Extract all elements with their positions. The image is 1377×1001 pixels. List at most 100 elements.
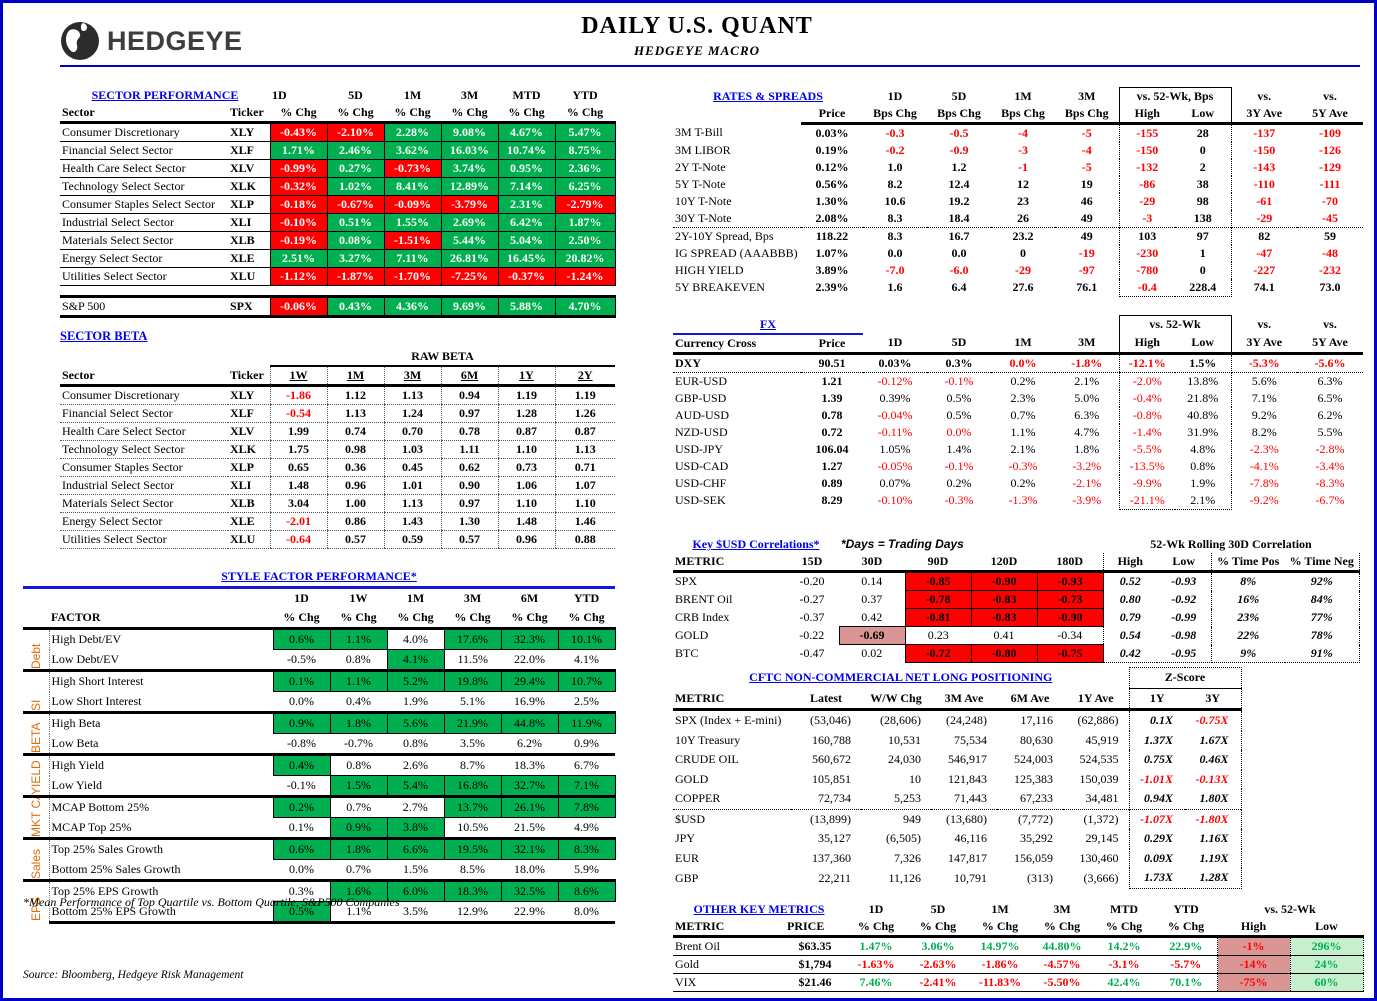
table-cell: 4.9%	[574, 820, 599, 835]
column-header: vs.	[1257, 88, 1272, 103]
table-cell: XLI	[228, 476, 270, 495]
table-cell: 5Y T-Note	[675, 177, 726, 192]
table-cell: -75%	[1216, 973, 1291, 992]
table-cell: 1.24	[383, 404, 441, 423]
table-cell: 1.13	[554, 440, 615, 459]
table-row: AUD-USD 0.78 -0.04% 0.5% 0.7% 6.3% -0.8% 40.8% 9…	[673, 406, 1363, 424]
table-cell: 0.0	[951, 246, 967, 261]
table-cell: COPPER	[675, 791, 721, 806]
table-cell: 0.3%	[927, 353, 991, 373]
table-cell: -4	[1081, 143, 1092, 158]
table-cell: -1.12%	[269, 267, 328, 286]
table-cell: -0.93	[1157, 571, 1212, 591]
table-cell: -0.3%	[1008, 458, 1038, 473]
table-cell: 0.90	[440, 476, 498, 495]
table-cell: -1	[1018, 160, 1028, 175]
table-cell: 23	[1017, 194, 1029, 209]
column-header: 3M	[1053, 902, 1071, 917]
table-cell: CRUDE OIL	[675, 752, 739, 767]
table-row: Energy Select Sector XLE -2.01 0.86 1.43 1.30…	[60, 512, 615, 531]
header-divider	[60, 65, 1360, 67]
table-title-link[interactable]: OTHER KEY METRICS	[693, 902, 825, 917]
table-cell: 26	[1017, 211, 1029, 226]
column-header: 3M	[383, 366, 441, 387]
table-cell: 0.88	[554, 530, 615, 549]
table-cell: 1.9%	[403, 694, 428, 709]
table-cell: 8.7%	[444, 753, 501, 776]
table-row: 2Y-10Y Spread, Bps 118.22 8.3 16.7 23.2 49 103…	[673, 227, 1363, 245]
table-cell: 4.7%	[1074, 424, 1100, 439]
table-cell: 147,817	[948, 850, 987, 865]
table-cell: 1.06	[497, 476, 555, 495]
table-cell: NZD-USD	[675, 424, 728, 439]
table-cell: -1.01X	[1128, 769, 1185, 789]
table-cell: 18.3%	[501, 753, 558, 776]
table-cell: 17.6%	[443, 627, 502, 650]
table-row: FX vs. 52-Wk vs. vs.	[673, 315, 1363, 335]
table-cell: 0.57	[326, 530, 384, 549]
globe-icon	[60, 21, 100, 61]
table-cell: 6.2%	[1317, 407, 1343, 422]
other-key-metrics-section: OTHER KEY METRICS 1D 5D 1M 3M MTD YTD vs. 52-Wk…	[673, 901, 1364, 992]
table-title-link[interactable]: FX	[673, 315, 863, 335]
table-cell: 0.6%	[272, 837, 331, 860]
brand-text: HEDGEYE	[107, 25, 243, 56]
table-cell: (3,666)	[1083, 870, 1119, 885]
table-row: 10Y T-Note 1.30% 10.6 19.2 23 46 -29 98 -61 -70	[673, 193, 1363, 210]
table-row: 3M LIBOR 0.19% -0.2 -0.9 -3 -4 -150 0 -150 -126	[673, 142, 1363, 159]
table-cell: 0.42	[861, 609, 883, 624]
table-cell: 8.75%	[554, 141, 616, 160]
table-cell: 1.07	[554, 476, 615, 495]
table-cell: -0.8%	[1118, 406, 1175, 424]
table-cell: -4	[1018, 126, 1028, 141]
table-row: 5Y T-Note 0.56% 8.2 12.4 12 19 -86 38 -110 -111	[673, 176, 1363, 193]
table-cell: 2.51%	[269, 249, 328, 268]
sector-beta-title-link[interactable]: SECTOR BETA	[60, 329, 148, 343]
table-row: YIELD High Yield 0.4% 0.8% 2.6% 8.7% 18.3% 6.7%	[23, 753, 615, 797]
table-title-link[interactable]: RATES & SPREADS	[713, 88, 823, 103]
table-row: Low Short Interest 0.0% 0.4% 1.9% 5.1% 16.9% 2…	[23, 691, 615, 713]
table-cell: 1.67X	[1185, 730, 1242, 750]
table-row: Bottom 25% Sales Growth 0.0% 0.7% 1.5% 8.5% 1…	[23, 859, 615, 881]
table-row: FACTOR % Chg % Chg % Chg % Chg % Chg % Chg	[23, 608, 615, 629]
column-header: 1W	[349, 591, 368, 606]
table-cell: 9.2%	[1251, 407, 1277, 422]
column-header: High	[1102, 553, 1157, 573]
table-cell: 4.36%	[383, 295, 442, 318]
table-cell: -0.4	[1118, 279, 1175, 297]
table-title-link[interactable]: STYLE FACTOR PERFORMANCE*	[23, 567, 615, 589]
table-row: 30Y T-Note 2.08% 8.3 18.4 26 49 -3 138 -29 -45	[673, 210, 1363, 228]
table-cell: XLI	[228, 213, 270, 232]
table-cell: (62,886)	[1077, 713, 1119, 728]
table-cell: 8.3	[863, 227, 927, 245]
table-cell: 0.72	[821, 424, 843, 439]
table-cell: Technology Select Sector	[60, 177, 228, 196]
table-cell: (7,772)	[997, 808, 1063, 829]
table-cell: -0.1%	[944, 373, 974, 388]
table-cell: -5	[1081, 126, 1092, 141]
table-cell: -0.75X	[1185, 709, 1242, 731]
table-cell: -109	[1319, 126, 1341, 141]
table-cell: -0.10%	[269, 213, 328, 232]
table-row: Energy Select Sector XLE 2.51% 3.27% 7.11% 26…	[60, 249, 616, 268]
table-cell: (13,899)	[791, 808, 861, 829]
table-title-link[interactable]: CFTC NON-COMMERCIAL NET LONG POSITIONING	[749, 670, 1053, 685]
table-cell: (28,606)	[880, 713, 921, 728]
table-cell: -1%	[1216, 936, 1291, 956]
table-title-link[interactable]: Key $USD Correlations*	[692, 537, 820, 552]
table-cell: 1.47%	[845, 936, 907, 956]
table-cell: -1.07X	[1128, 808, 1185, 829]
table-title-link[interactable]: SECTOR PERFORMANCE	[91, 88, 239, 103]
column-header: YTD	[1173, 902, 1199, 917]
table-cell: 0.9%	[272, 711, 331, 734]
table-cell: -0.10%	[877, 492, 913, 507]
table-cell: $USD	[673, 808, 791, 829]
table-cell: -3.9%	[1072, 492, 1102, 507]
table-row: Price Bps Chg Bps Chg Bps Chg Bps Chg High Low…	[673, 105, 1363, 125]
column-header: Bps Chg	[927, 105, 991, 125]
column-header: % Chg	[568, 610, 605, 625]
table-cell: 0.73	[497, 458, 555, 477]
table-cell: 0.0	[887, 246, 903, 261]
table-cell: -1.63%	[845, 955, 907, 974]
table-cell: 1.43	[383, 512, 441, 531]
